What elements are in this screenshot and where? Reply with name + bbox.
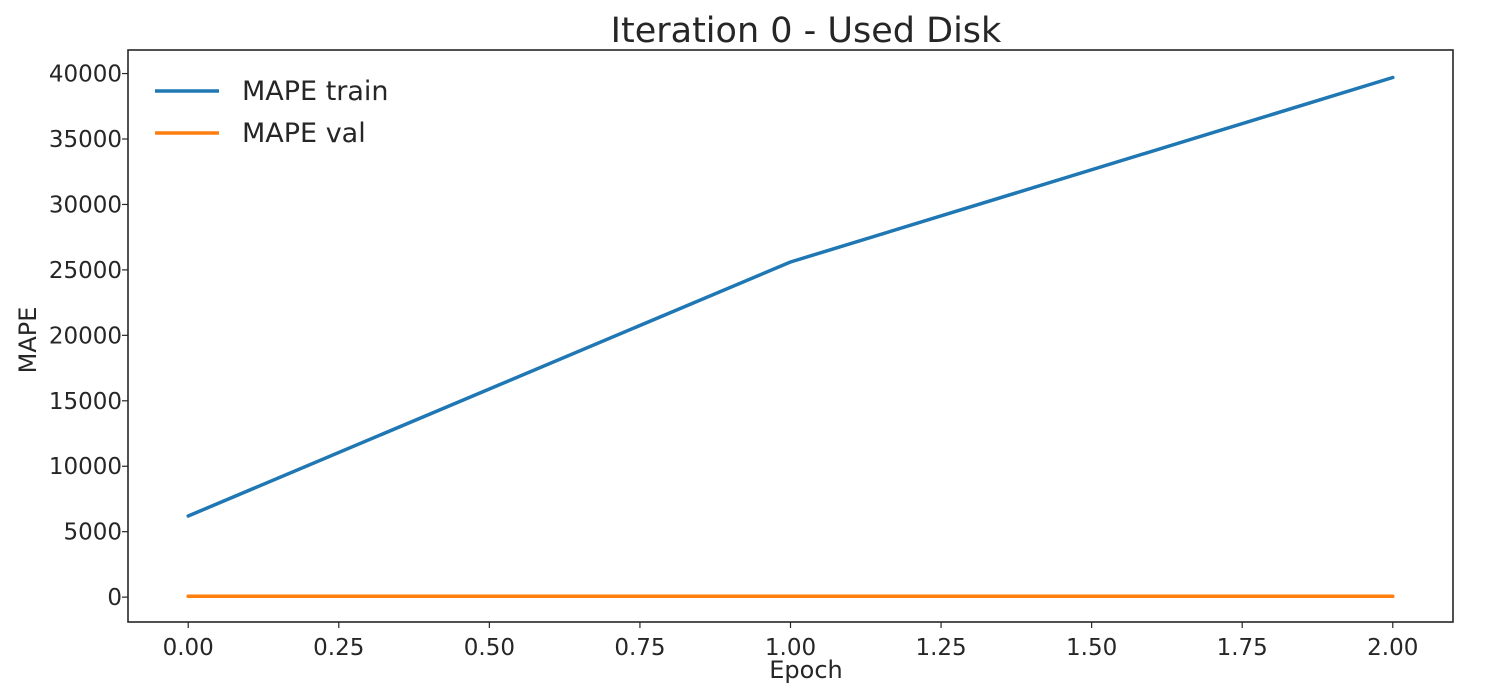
series-lines: [186, 75, 1395, 599]
legend-label-mape-val: MAPE val: [242, 118, 366, 149]
y-tick-label: 30000: [49, 192, 122, 218]
x-tick-label: 1.50: [1066, 635, 1117, 661]
y-tick-label: 35000: [49, 127, 122, 153]
y-tick-label: 40000: [49, 62, 122, 88]
x-tick-label: 1.00: [765, 635, 816, 661]
legend: MAPE train MAPE val: [155, 76, 389, 149]
x-tick-label: 0.50: [464, 635, 515, 661]
y-tick-label: 25000: [49, 258, 122, 284]
x-tick-label: 2.00: [1367, 635, 1418, 661]
series-line-mape-train: [186, 75, 1395, 518]
x-tick-label: 0.75: [614, 635, 665, 661]
y-axis-label: MAPE: [14, 307, 42, 374]
chart-title: Iteration 0 - Used Disk: [611, 11, 1002, 51]
y-tick-label: 0: [107, 585, 122, 611]
x-tick-label: 1.25: [915, 635, 966, 661]
x-tick-label: 0.25: [313, 635, 364, 661]
y-tick-label: 20000: [49, 323, 122, 349]
y-tick-label: 10000: [49, 454, 122, 480]
x-tick-label: 0.00: [163, 635, 214, 661]
x-tick-label: 1.75: [1217, 635, 1268, 661]
x-axis-ticks: 0.00 0.25 0.50 0.75 1.00 1.25 1.50 1.75 2.00: [163, 622, 1418, 661]
x-axis-label: Epoch: [769, 656, 843, 684]
y-tick-label: 5000: [63, 520, 122, 546]
legend-label-mape-train: MAPE train: [242, 76, 389, 107]
y-axis-ticks: 0 5000 10000 15000 20000 25000 30000 35000 40000: [49, 62, 128, 611]
y-tick-label: 15000: [49, 389, 122, 415]
